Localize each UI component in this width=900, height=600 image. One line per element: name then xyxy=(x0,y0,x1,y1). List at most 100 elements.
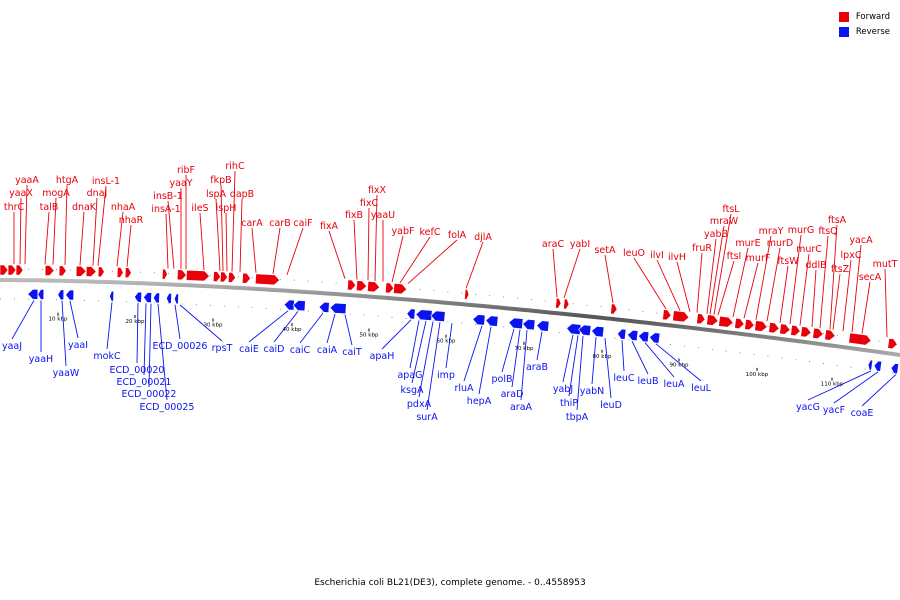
reverse-gene-arrow xyxy=(57,289,65,301)
legend-reverse-label: Reverse xyxy=(855,26,890,37)
reverse-gene-label-leader xyxy=(631,340,649,375)
forward-gene-label: yabB xyxy=(704,229,728,240)
forward-gene-arrow xyxy=(185,269,210,282)
scale-tick-label: 40 kbp xyxy=(283,327,302,333)
forward-gene-arrow xyxy=(706,314,719,326)
forward-gene-arrow xyxy=(385,282,395,294)
reverse-gene-label: imp xyxy=(437,370,455,381)
forward-gene-label: ftsQ xyxy=(818,226,837,237)
forward-gene-label: lpxC xyxy=(841,250,862,261)
forward-gene-arrow xyxy=(241,272,251,284)
reverse-gene-label-leader xyxy=(426,322,441,411)
forward-gene-label: yabF xyxy=(392,226,415,237)
forward-gene-label: dnaK xyxy=(72,202,97,213)
scale-tick-label: 50 kbp xyxy=(360,332,379,338)
forward-gene-label-leader xyxy=(126,224,132,267)
reverse-gene-label: yacF xyxy=(823,405,845,416)
forward-gene-label-leader xyxy=(743,262,759,319)
forward-gene-arrow xyxy=(116,267,124,278)
reverse-gene-label: yabN xyxy=(580,386,605,397)
reverse-gene-label-leader xyxy=(326,313,336,344)
scale-tick-label: 110 kbp xyxy=(821,382,844,388)
reverse-gene-arrow xyxy=(166,293,172,304)
reverse-gene-label-leader xyxy=(409,320,420,369)
reverse-gene-arrow xyxy=(508,317,524,330)
forward-gene-arrow xyxy=(734,317,745,329)
scale-tick-label: 80 kbp xyxy=(593,354,612,360)
forward-gene-arrow xyxy=(212,271,221,282)
scale-tick-label: 10 kbp xyxy=(49,317,68,323)
reverse-gene-label: leuD xyxy=(600,400,622,411)
forward-gene-label-leader xyxy=(811,269,817,327)
forward-gene-arrow xyxy=(15,264,24,276)
reverse-gene-label-leader xyxy=(536,331,543,361)
reverse-gene-arrow xyxy=(430,310,446,322)
forward-gene-label-leader xyxy=(563,248,581,299)
reverse-gene-label: araA xyxy=(510,402,533,413)
reverse-gene-arrow xyxy=(27,288,39,300)
forward-gene-label-leader xyxy=(713,213,732,315)
forward-gene-label: ilvI xyxy=(650,250,664,261)
forward-gene-label: fruR xyxy=(692,243,712,254)
reverse-gene-label-leader xyxy=(148,303,152,388)
reverse-gene-label-leader xyxy=(61,300,67,367)
reverse-gene-label: pdxA xyxy=(407,399,432,410)
forward-gene-label: fixX xyxy=(368,185,387,196)
forward-gene-arrow xyxy=(44,265,55,276)
forward-gene-label: mraY xyxy=(759,226,784,237)
forward-gene-label: yaaX xyxy=(9,188,33,199)
scale-tick-label: 60 kbp xyxy=(437,339,456,345)
forward-gene-arrow xyxy=(347,279,357,291)
forward-gene-label: yaaY xyxy=(169,178,192,189)
forward-gene-arrow xyxy=(800,326,812,338)
forward-gene-label-leader xyxy=(656,259,681,311)
forward-gene-label-leader xyxy=(819,235,829,329)
forward-gene-label-leader xyxy=(251,227,257,273)
reverse-gene-arrow xyxy=(143,292,152,303)
reverse-gene-arrow xyxy=(109,290,115,302)
forward-gene-label: murF xyxy=(746,253,771,264)
forward-gene-arrow xyxy=(555,297,562,309)
reverse-gene-label-leader xyxy=(381,319,412,350)
reverse-gene-arrow xyxy=(174,293,179,305)
reverse-gene-label: ksgA xyxy=(401,385,424,396)
forward-gene-arrow xyxy=(718,315,734,328)
forward-gene-label-leader xyxy=(24,184,28,265)
forward-gene-label-leader xyxy=(239,198,243,272)
reverse-gene-arrow xyxy=(638,331,650,343)
reverse-gene-label: rpsT xyxy=(212,343,233,354)
reverse-gene-label: caiA xyxy=(317,345,338,356)
forward-gene-label: kefC xyxy=(420,227,441,238)
forward-gene-label: talB xyxy=(40,202,59,213)
reverse-gene-label: caiD xyxy=(264,344,285,355)
forward-gene-label: leuO xyxy=(623,248,645,259)
forward-gene-label: lspA xyxy=(206,189,227,200)
forward-gene-label: fixC xyxy=(360,198,379,209)
forward-gene-arrow xyxy=(779,323,791,335)
reverse-gene-label: yaaW xyxy=(53,368,80,379)
forward-gene-label-leader xyxy=(884,268,888,338)
forward-gene-label-leader xyxy=(552,248,558,298)
forward-gene-label: carA xyxy=(241,218,263,229)
forward-gene-label-leader xyxy=(832,273,841,330)
forward-gene-label-leader xyxy=(367,207,370,281)
forward-gene-arrow xyxy=(563,298,570,310)
forward-gene-label-leader xyxy=(353,219,358,280)
forward-gene-label: ftsZ xyxy=(831,264,850,275)
reverse-gene-arrow xyxy=(578,324,592,337)
forward-gene-arrow xyxy=(393,283,408,295)
forward-gene-label: setA xyxy=(594,245,616,256)
reverse-gene-label-leader xyxy=(861,374,897,407)
reverse-gene-label: ECD_00021 xyxy=(117,377,172,388)
reverse-gene-label: leuA xyxy=(663,379,685,390)
forward-gene-label-leader xyxy=(633,257,667,310)
forward-gene-label: rihC xyxy=(225,161,245,172)
forward-gene-label-leader xyxy=(116,211,124,267)
forward-gene-label-leader xyxy=(766,247,781,322)
reverse-gene-arrow xyxy=(37,289,45,300)
reverse-gene-label: leuL xyxy=(691,383,712,394)
reverse-gene-arrow xyxy=(134,291,142,303)
forward-gene-label: djlA xyxy=(474,232,492,243)
reverse-gene-arrow xyxy=(591,326,605,338)
reverse-gene-label: yaaJ xyxy=(2,341,22,352)
